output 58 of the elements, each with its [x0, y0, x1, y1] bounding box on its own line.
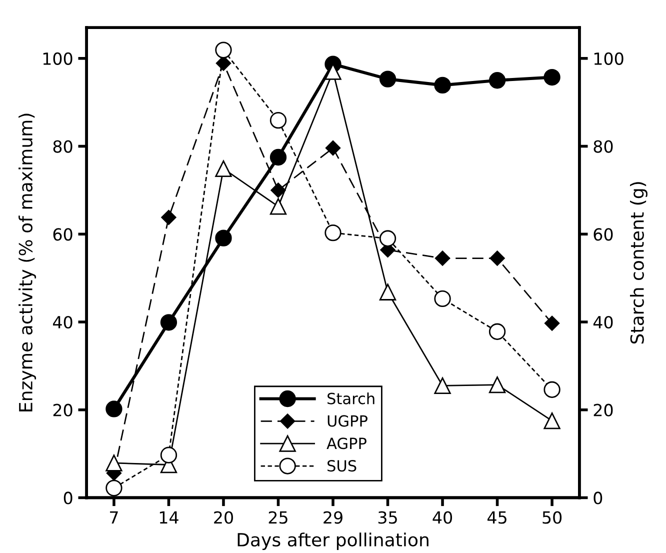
- x-tick-label: 45: [487, 511, 506, 524]
- point: [434, 250, 450, 266]
- point: [488, 376, 506, 394]
- x-tick-label: 50: [542, 511, 562, 524]
- point: [215, 160, 232, 177]
- point: [160, 446, 178, 464]
- point: [161, 210, 176, 225]
- y-tick-label: 100: [43, 52, 72, 65]
- point: [488, 323, 506, 340]
- point: [544, 68, 560, 86]
- x-tick-label: 29: [324, 511, 342, 524]
- x-tick-label: 20: [214, 511, 233, 524]
- point: [270, 198, 287, 215]
- y-tick-label: 20: [53, 404, 72, 416]
- point: [544, 412, 560, 430]
- y2-tick-label: 60: [594, 228, 613, 241]
- y-tick-label: 60: [53, 228, 72, 241]
- point: [160, 314, 178, 331]
- point: [106, 454, 122, 472]
- point: [215, 230, 232, 246]
- point: [324, 224, 342, 242]
- x-tick-label: 25: [268, 511, 288, 524]
- legend-label: SUS: [328, 460, 356, 472]
- y2-tick-label: 80: [594, 140, 613, 153]
- point: [325, 140, 341, 156]
- legend-label: Starch: [328, 392, 374, 404]
- point: [434, 377, 451, 394]
- point: [490, 250, 505, 266]
- point: [106, 400, 122, 418]
- x-tick-label: 14: [160, 511, 178, 524]
- x-tick-label: 35: [378, 511, 397, 524]
- point: [270, 182, 286, 198]
- x-tick-label: 40: [432, 511, 452, 524]
- point: [215, 42, 232, 58]
- legend-label: UGPP: [328, 415, 368, 427]
- y-axis-title: Enzyme activity (% of maximum): [18, 114, 36, 412]
- y2-tick-label: 20: [594, 404, 613, 416]
- point: [488, 72, 506, 89]
- y2-tick-label: 100: [594, 52, 624, 65]
- y-tick-label: 0: [64, 492, 72, 504]
- y-tick-label: 40: [52, 316, 72, 329]
- point: [270, 148, 287, 166]
- point: [379, 230, 396, 247]
- y2-axis-title: Starch content (g): [630, 182, 648, 344]
- point: [434, 290, 451, 308]
- point: [270, 112, 287, 129]
- y2-tick-label: 40: [593, 316, 613, 329]
- point: [379, 284, 396, 300]
- point: [379, 70, 396, 88]
- x-tick-label: 7: [110, 511, 118, 524]
- point: [544, 316, 560, 331]
- legend-label: AGPP: [326, 438, 366, 450]
- point: [434, 76, 451, 94]
- y-tick-label: 80: [53, 140, 72, 153]
- x-axis-title: Days after pollination: [238, 532, 428, 550]
- point: [106, 480, 122, 496]
- y2-tick-label: 0: [594, 492, 602, 504]
- point: [544, 381, 560, 398]
